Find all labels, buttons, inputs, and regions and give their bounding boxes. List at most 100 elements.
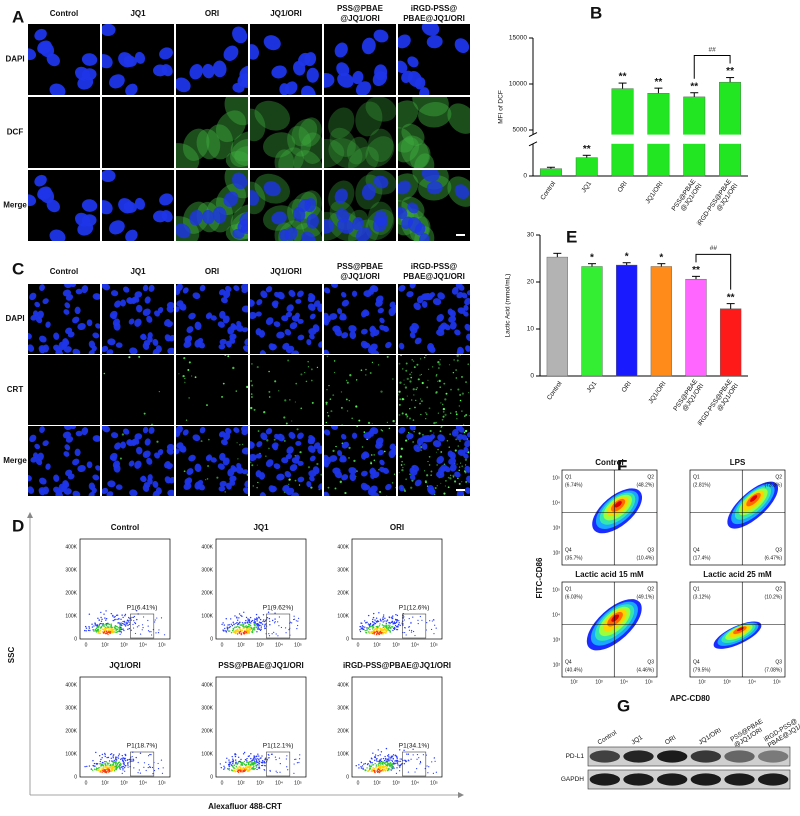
flow-dot [116,756,118,759]
nucleus [421,24,440,36]
crt-dot [287,483,290,486]
flow-dot [385,627,388,629]
flow-dot [102,623,104,625]
column-header-text: JQ1 [630,734,644,746]
nucleus [152,480,159,488]
flow-dot [412,748,414,750]
nucleus [413,444,421,453]
flow-dot [235,761,237,764]
x-tick-label: 10³ [392,780,400,786]
nucleus [355,227,372,241]
x-tick-label: 0 [221,642,224,648]
nucleus [361,37,376,55]
nucleus [272,444,278,451]
crt-dot [461,465,463,468]
flow-dot [392,623,394,625]
flow-dot [384,755,386,758]
flow-dot [233,764,235,766]
cytoplasm [291,118,318,147]
crt-dot [437,448,439,451]
crt-dot [224,355,227,357]
flow-dot [401,763,403,765]
category-label: Control [539,180,557,202]
flow-dot [388,616,391,619]
micrograph [324,97,396,168]
flow-dot [392,758,395,760]
flow-dot [244,766,246,769]
flow-dot [141,629,143,631]
nucleus [65,294,74,301]
nucleus [243,487,248,495]
crt-dot [119,457,122,460]
flow-dot [367,623,370,625]
flow-dot [234,759,237,761]
flow-dot [98,625,100,627]
flow-dot [240,614,242,617]
flow-dot [91,769,94,771]
flow-dot [386,628,388,631]
crt-dot [459,399,462,402]
y-tick-label: 100K [65,613,77,619]
flow-dot [115,631,118,633]
x-tick-label: 0 [85,780,88,786]
flow-dot [361,765,364,767]
flow-dot [253,627,255,630]
nucleus [120,441,126,449]
flow-dot [119,629,121,631]
crt-dot [183,470,186,473]
significance: ** [583,144,591,155]
y-tick-label: 300K [337,705,349,711]
flow-dot [298,761,300,764]
nucleus [250,44,260,60]
x-tick-label: 10² [373,642,381,648]
nucleus [241,286,248,294]
flow-dot [369,631,371,633]
quadrant-value: (79.5%) [693,667,711,673]
nucleus [88,349,95,354]
crt-dot [420,398,422,400]
flow-dot [122,768,124,770]
flow-dot [124,770,126,772]
flow-dot [227,624,229,626]
flow-dot [389,764,391,766]
flow-dot [388,760,390,762]
crt-dot [402,466,404,469]
micrograph [324,284,396,354]
flow-dot [122,616,124,619]
flow-dot [359,629,361,631]
flow-dot [395,755,398,758]
flow-dot [297,620,299,622]
crt-dot [257,481,259,484]
flow-dot [279,763,281,765]
flow-dot [97,767,99,770]
flow-dot [237,756,240,758]
flow-dot [373,628,376,631]
crt-dot [205,479,207,481]
flow-dot [374,628,377,630]
nucleus [28,486,35,494]
nucleus [134,197,146,210]
blot-band [724,750,755,763]
nucleus [134,460,142,469]
crt-dot [398,362,401,365]
micrograph [102,284,174,354]
crt-dot [392,378,394,380]
nucleus [436,456,444,464]
crt-dot [370,461,372,463]
flow-dot [155,632,157,634]
nucleus [144,438,151,446]
flow-dot [289,621,292,623]
y-tick-label: 200K [337,590,349,596]
crt-dot [437,412,440,414]
crt-dot [373,454,376,456]
flow-dot [242,627,244,630]
crt-dot [307,366,310,368]
crt-dot [409,380,412,383]
nucleus [126,297,132,303]
flow-dot [108,627,110,630]
nucleus [72,348,81,354]
flow-dot [299,754,301,756]
nucleus [398,284,406,292]
flow-dot [257,624,260,626]
flow-dot [228,763,230,766]
